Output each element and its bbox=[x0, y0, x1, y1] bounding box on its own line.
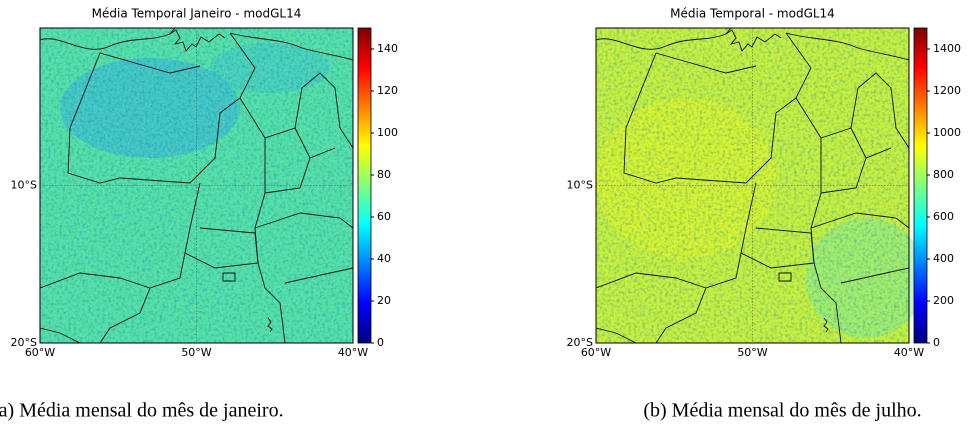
colorbar-tick-label: 1400 bbox=[933, 42, 961, 55]
colorbar-tick-label: 20 bbox=[377, 294, 391, 307]
x-tick-label: 40°W bbox=[338, 346, 368, 359]
y-tick-label: 20°S bbox=[11, 336, 37, 349]
caption: (b) Média mensal do mês de julho. bbox=[643, 400, 921, 422]
colorbar-tick-label: 0 bbox=[377, 336, 384, 349]
y-tick-label: 20°S bbox=[567, 336, 593, 349]
caption: (a) Média mensal do mês de janeiro. bbox=[0, 400, 284, 422]
colorbar bbox=[913, 27, 928, 344]
colorbar-tick-label: 0 bbox=[933, 336, 940, 349]
colorbar-tick-label: 140 bbox=[377, 42, 398, 55]
colorbar-tick-label: 600 bbox=[933, 210, 954, 223]
y-tick-label: 10°S bbox=[11, 179, 37, 192]
colorbar-tick-label: 80 bbox=[377, 168, 391, 181]
colorbar-tick-label: 60 bbox=[377, 210, 391, 223]
colorbar-tick-label: 1000 bbox=[933, 126, 961, 139]
x-tick-label: 60°W bbox=[581, 346, 611, 359]
colorbar-tick-label: 200 bbox=[933, 294, 954, 307]
colorbar-tick-label: 120 bbox=[377, 84, 398, 97]
panel-title: Média Temporal - modGL14 bbox=[670, 7, 835, 21]
colorbar-tick-label: 100 bbox=[377, 126, 398, 139]
panel: Média Temporal Janeiro - modGL14 60°W 50°W… bbox=[0, 7, 398, 422]
colorbar-tick-label: 40 bbox=[377, 252, 391, 265]
x-tick-label: 50°W bbox=[181, 346, 211, 359]
colorbar bbox=[357, 27, 372, 344]
x-tick-label: 50°W bbox=[737, 346, 767, 359]
y-tick-label: 10°S bbox=[567, 179, 593, 192]
panel: Média Temporal - modGL14 60°W 50°W 40°W 20°S… bbox=[567, 7, 961, 422]
panel-title: Média Temporal Janeiro - modGL14 bbox=[92, 7, 302, 21]
colorbar-tick-label: 400 bbox=[933, 252, 954, 265]
colorbar-tick-label: 800 bbox=[933, 168, 954, 181]
colorbar-tick-label: 1200 bbox=[933, 84, 961, 97]
x-tick-label: 40°W bbox=[894, 346, 924, 359]
x-tick-label: 60°W bbox=[25, 346, 55, 359]
